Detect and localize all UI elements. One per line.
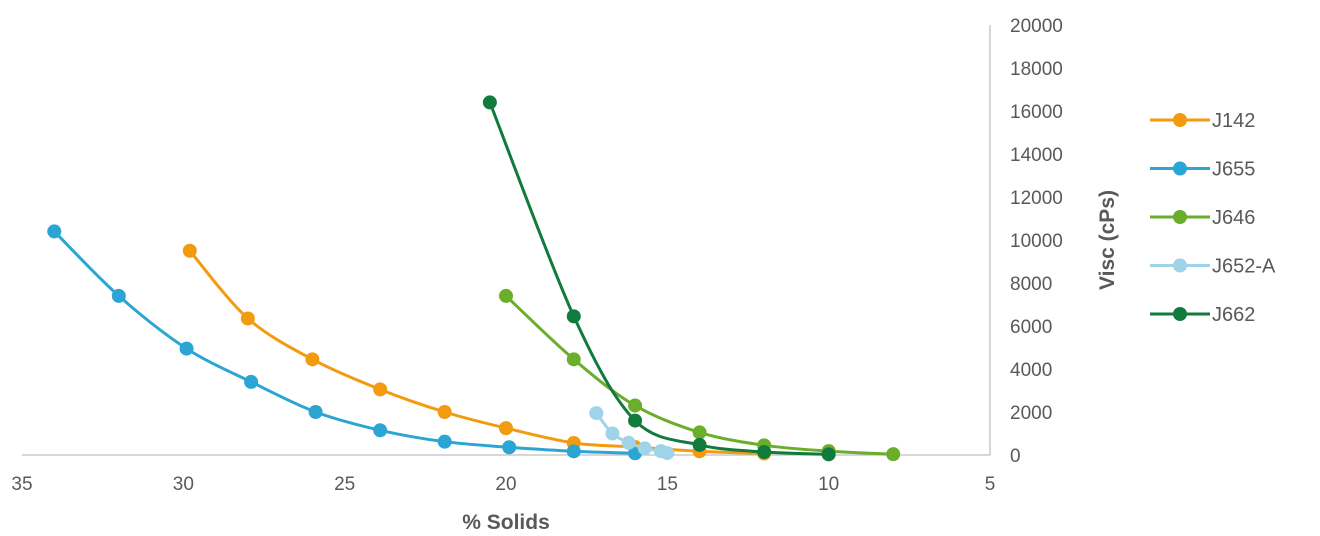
- x-tick-label: 20: [495, 474, 516, 495]
- data-point: [373, 382, 388, 397]
- series-j142: [182, 243, 772, 461]
- data-point: [437, 434, 452, 449]
- series-j655: [47, 224, 643, 461]
- x-tick-label: 5: [985, 474, 996, 495]
- y-tick-label: 6000: [1010, 317, 1052, 338]
- data-point: [240, 311, 255, 326]
- data-point: [182, 243, 197, 258]
- legend-item: J646: [1150, 207, 1255, 229]
- x-tick-label: 30: [173, 474, 194, 495]
- legend-label: J655: [1212, 159, 1255, 181]
- y-tick-label: 10000: [1010, 231, 1063, 252]
- x-tick-label: 10: [818, 474, 839, 495]
- legend-label: J652-A: [1212, 256, 1276, 278]
- y-tick-label: 8000: [1010, 274, 1052, 295]
- axes: [22, 25, 991, 456]
- data-point: [621, 435, 636, 450]
- legend-marker: [1173, 307, 1187, 321]
- series-line: [52, 229, 637, 455]
- data-point: [692, 437, 707, 452]
- y-tick-label: 4000: [1010, 360, 1052, 381]
- data-point: [111, 288, 126, 303]
- data-point: [566, 352, 581, 367]
- data-point: [821, 447, 836, 462]
- series-line: [488, 100, 831, 456]
- legend-item: J655: [1150, 159, 1255, 181]
- data-point: [305, 352, 320, 367]
- legend-marker: [1173, 113, 1187, 127]
- y-tick-label: 12000: [1010, 188, 1063, 209]
- legend-label: J662: [1212, 304, 1255, 326]
- data-point: [244, 374, 259, 389]
- data-point: [373, 423, 388, 438]
- x-tick-label: 35: [11, 474, 32, 495]
- y-tick-label: 20000: [1010, 16, 1063, 37]
- data-point: [308, 405, 323, 419]
- legend-marker: [1173, 161, 1187, 176]
- y-tick-label: 14000: [1010, 145, 1063, 166]
- data-point: [628, 413, 643, 428]
- data-point: [566, 444, 581, 459]
- x-tick-labels: 35 30 25 20 15 10 5: [11, 474, 995, 495]
- y-tick-labels: 0 2000 4000 6000 8000 10000 12000 14000 16000 180…: [1010, 16, 1063, 467]
- x-axis-title: % Solids: [462, 511, 550, 534]
- legend-item: J652-A: [1150, 256, 1276, 278]
- data-point: [757, 444, 772, 459]
- y-axis-title: Visc (cPs): [1096, 190, 1119, 290]
- legend-label: J142: [1212, 110, 1255, 132]
- legend-marker: [1173, 258, 1187, 273]
- data-point: [437, 405, 452, 419]
- x-tick-label: 25: [334, 474, 355, 495]
- data-point: [637, 441, 652, 456]
- y-tick-label: 18000: [1010, 59, 1063, 80]
- series-j646: [499, 288, 901, 462]
- data-point: [499, 288, 513, 303]
- legend-marker: [1173, 210, 1187, 224]
- data-point: [692, 425, 707, 440]
- data-point: [482, 95, 497, 110]
- plot-area: [47, 95, 901, 462]
- y-tick-label: 0: [1010, 446, 1021, 467]
- series-j662: [482, 95, 836, 462]
- data-point: [502, 440, 517, 455]
- data-point: [628, 398, 643, 413]
- legend-item: J142: [1150, 110, 1255, 132]
- data-point: [566, 309, 581, 324]
- data-point: [660, 446, 675, 461]
- legend-label: J646: [1212, 207, 1255, 229]
- data-point: [589, 406, 604, 421]
- y-tick-label: 16000: [1010, 102, 1063, 123]
- data-point: [179, 341, 194, 356]
- legend-item: J662: [1150, 304, 1255, 326]
- data-point: [47, 224, 62, 239]
- legend: J142 J655 J646 J652-A J662: [1150, 110, 1276, 326]
- series-j652-a: [589, 406, 675, 461]
- series-line: [188, 249, 766, 455]
- x-tick-label: 15: [657, 474, 678, 495]
- data-point: [886, 447, 901, 462]
- y-tick-label: 2000: [1010, 403, 1052, 424]
- data-point: [499, 421, 513, 436]
- data-point: [605, 426, 620, 441]
